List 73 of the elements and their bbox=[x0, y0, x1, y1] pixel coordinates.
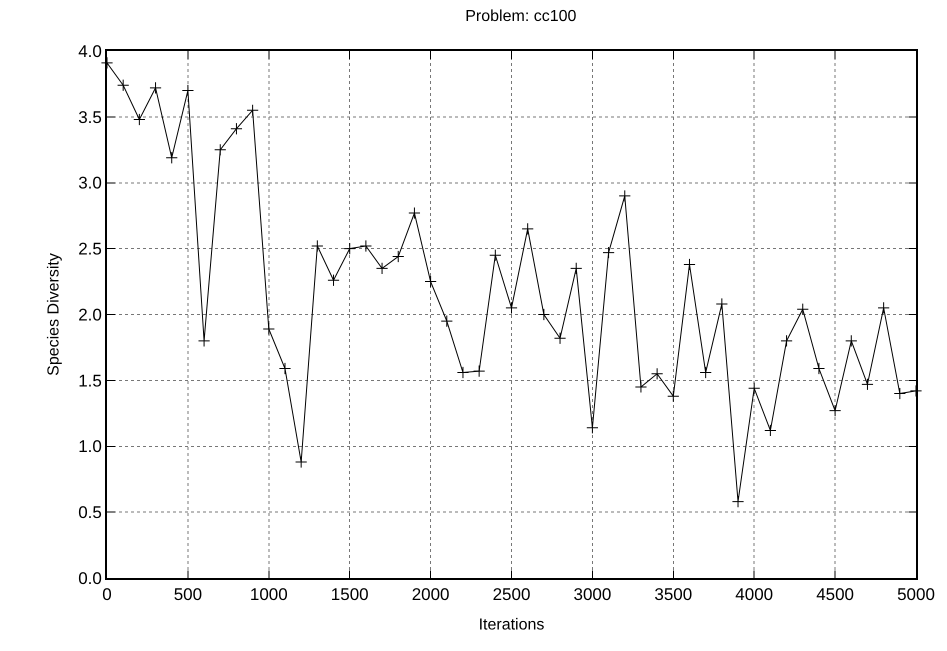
point bbox=[133, 113, 146, 126]
x-tick-label: 3000 bbox=[573, 585, 612, 604]
x-tick-label: 5000 bbox=[897, 585, 935, 604]
x-axis-title: Iterations bbox=[478, 616, 544, 634]
point bbox=[554, 332, 566, 344]
point bbox=[748, 382, 760, 394]
point bbox=[408, 206, 421, 220]
y-tick-label: 4.0 bbox=[78, 42, 102, 61]
point bbox=[166, 152, 178, 164]
point bbox=[861, 378, 874, 390]
point bbox=[878, 302, 890, 314]
point bbox=[295, 456, 308, 468]
point bbox=[505, 302, 518, 314]
point bbox=[489, 249, 502, 262]
x-tick-label: 500 bbox=[174, 585, 202, 604]
point bbox=[327, 274, 340, 286]
point bbox=[246, 104, 259, 116]
y-tick-label: 1.0 bbox=[78, 437, 102, 456]
x-tick-label: 4500 bbox=[816, 585, 854, 604]
point bbox=[100, 56, 114, 69]
y-tick-label: 2.0 bbox=[78, 305, 102, 324]
point bbox=[473, 365, 486, 378]
point bbox=[344, 242, 356, 255]
chart-title: Problem: cc100 bbox=[465, 8, 577, 25]
point bbox=[586, 422, 598, 434]
point bbox=[667, 390, 680, 402]
point bbox=[910, 384, 922, 398]
point bbox=[440, 314, 453, 328]
point bbox=[651, 368, 664, 380]
point bbox=[538, 308, 550, 321]
point bbox=[522, 222, 534, 235]
point bbox=[618, 190, 631, 202]
y-tick-label: 1.5 bbox=[78, 371, 102, 390]
point bbox=[780, 334, 793, 347]
point bbox=[845, 334, 858, 347]
point bbox=[311, 240, 324, 252]
y-tick-label: 2.5 bbox=[78, 240, 102, 259]
point bbox=[700, 366, 712, 379]
point bbox=[424, 275, 437, 288]
point bbox=[829, 404, 842, 417]
point bbox=[278, 362, 292, 375]
y-tick-label: 0.5 bbox=[78, 503, 102, 522]
point bbox=[602, 246, 615, 259]
y-axis-title: Species Diversity bbox=[46, 253, 63, 376]
point bbox=[376, 262, 388, 274]
point bbox=[683, 258, 696, 271]
point bbox=[182, 84, 194, 97]
point bbox=[230, 122, 243, 135]
point bbox=[149, 82, 162, 94]
point bbox=[214, 144, 226, 156]
point bbox=[634, 380, 648, 394]
x-tick-label: 1500 bbox=[330, 585, 369, 604]
point bbox=[812, 362, 826, 375]
x-tick-label: 4000 bbox=[735, 585, 774, 604]
y-tick-label: 3.0 bbox=[78, 174, 102, 193]
point bbox=[570, 262, 582, 274]
x-tick-label: 2500 bbox=[492, 585, 530, 604]
x-tick-label: 3500 bbox=[654, 585, 692, 604]
point bbox=[716, 298, 728, 310]
y-tick-label: 0.0 bbox=[78, 568, 102, 588]
point bbox=[764, 424, 776, 437]
point bbox=[117, 79, 130, 92]
point bbox=[732, 495, 744, 508]
x-tick-label: 0 bbox=[102, 585, 112, 604]
y-tick-label: 3.5 bbox=[78, 108, 102, 127]
x-tick-label: 2000 bbox=[412, 585, 450, 604]
point bbox=[392, 250, 404, 263]
point bbox=[894, 387, 906, 400]
point bbox=[796, 303, 809, 316]
x-tick-label: 1000 bbox=[250, 585, 288, 604]
point bbox=[360, 240, 372, 252]
point bbox=[262, 322, 275, 336]
point bbox=[456, 366, 470, 379]
